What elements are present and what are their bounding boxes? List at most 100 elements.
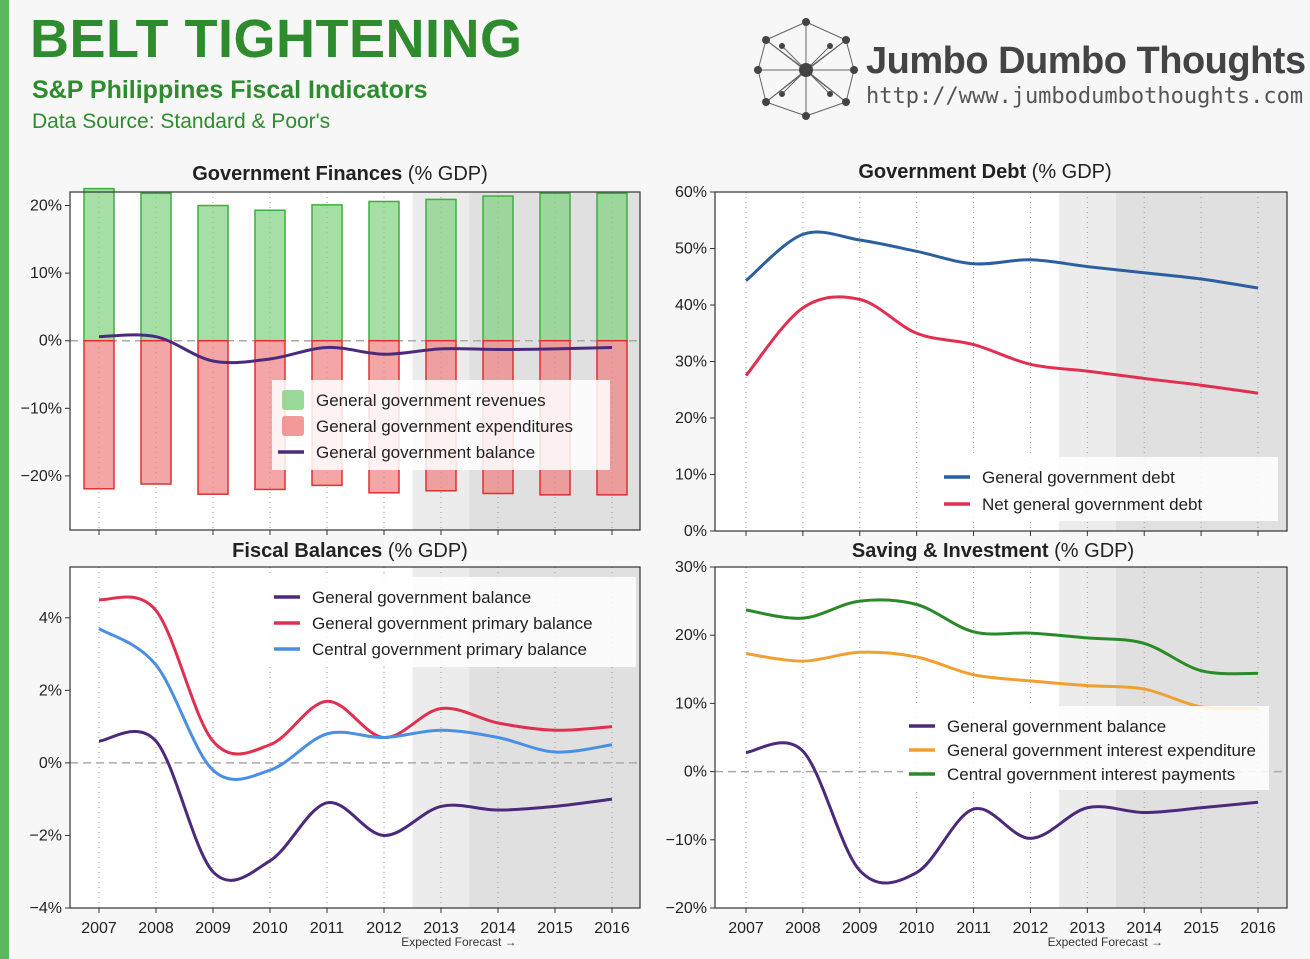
x-tick-label: 2015 — [1183, 920, 1219, 937]
bar — [596, 192, 628, 342]
legend-label: General government debt — [982, 468, 1175, 487]
x-tick-label: 2016 — [1240, 920, 1276, 937]
bar — [482, 195, 514, 342]
legend-label: General government revenues — [316, 391, 546, 410]
x-tick-label: 2009 — [195, 920, 231, 937]
plot-frame — [69, 566, 641, 909]
legend-label: General government expenditures — [316, 417, 573, 436]
x-tick-label: 2014 — [480, 920, 516, 937]
legend-label: General government balance — [312, 588, 531, 607]
series-line-2 — [745, 598, 1259, 676]
x-tick-label: 2016 — [594, 920, 630, 937]
x-tick-label: 2011 — [956, 920, 991, 937]
y-tick-label: −4% — [30, 900, 62, 917]
y-tick-label: 20% — [30, 198, 62, 215]
expected-forecast-note: Expected Forecast → — [401, 935, 516, 949]
series-line-0 — [745, 230, 1259, 290]
bar — [197, 204, 229, 342]
y-tick-label: 10% — [30, 265, 62, 282]
legend-box — [272, 380, 610, 470]
x-tick-label: 2010 — [899, 920, 935, 937]
legend-box — [938, 457, 1278, 521]
plot-frame — [714, 191, 1288, 532]
legend-label: General government primary balance — [312, 614, 593, 633]
x-tick-label: 2012 — [366, 920, 402, 937]
y-tick-label: 0% — [684, 764, 707, 781]
chart-title: Saving & Investment (% GDP) — [852, 540, 1134, 562]
y-tick-label: −10% — [21, 400, 62, 417]
brand-url[interactable]: http://www.jumbodumbothoughts.com — [866, 84, 1304, 109]
bar — [368, 200, 400, 342]
y-tick-label: 10% — [675, 467, 707, 484]
bar — [539, 192, 571, 342]
bar — [83, 187, 115, 342]
plot-frame — [714, 566, 1288, 909]
legend: General government debt Net general gover… — [938, 457, 1278, 521]
page-subtitle: S&P Philippines Fiscal Indicators — [32, 76, 428, 104]
series-line-0 — [745, 741, 1259, 885]
y-tick-label: 20% — [675, 627, 707, 644]
y-tick-label: 20% — [675, 410, 707, 427]
expected-forecast-note: Expected Forecast → — [1048, 935, 1163, 949]
x-tick-label: 2008 — [785, 920, 821, 937]
y-tick-label: 30% — [675, 354, 707, 371]
x-tick-label: 2013 — [423, 920, 459, 937]
chart-title: Government Finances (% GDP) — [192, 163, 488, 185]
y-tick-label: −2% — [30, 827, 62, 844]
bar — [254, 209, 286, 342]
bar — [197, 339, 229, 495]
y-tick-label: 0% — [39, 755, 62, 772]
y-tick-label: 60% — [675, 184, 707, 201]
legend-label: Net general government debt — [982, 495, 1202, 514]
x-tick-label: 2008 — [138, 920, 174, 937]
x-tick-label: 2010 — [252, 920, 288, 937]
x-tick-label: 2014 — [1126, 920, 1162, 937]
legend-label: General government balance — [316, 443, 535, 462]
chart-title: Government Debt (% GDP) — [858, 161, 1111, 183]
series-line-0 — [98, 729, 613, 882]
bar — [83, 339, 115, 490]
chart-balances: 4% 2% 0% −2% −4% 2007 2008 2009 2010 2011 2012 2013… — [30, 540, 641, 949]
x-tick-label: 2007 — [728, 920, 764, 937]
brand-name: Jumbo Dumbo Thoughts — [866, 40, 1306, 82]
y-tick-label: 50% — [675, 241, 707, 258]
legend: General government revenues General gover… — [272, 380, 610, 470]
y-tick-label: −10% — [666, 832, 707, 849]
y-tick-label: 2% — [39, 682, 62, 699]
data-source: Data Source: Standard & Poor's — [32, 110, 331, 133]
accent-bar — [0, 0, 9, 959]
legend: General government balance General govern… — [903, 706, 1269, 790]
x-tick-label: 2012 — [1013, 920, 1049, 937]
series-line-2 — [98, 627, 613, 781]
series-line-1 — [745, 650, 1259, 711]
y-tick-label: 30% — [675, 559, 707, 576]
legend-label: General government interest expenditure — [947, 741, 1256, 760]
plot-frame — [69, 191, 641, 531]
series-line-1 — [98, 595, 613, 756]
bar — [425, 198, 457, 342]
x-tick-label: 2009 — [842, 920, 878, 937]
legend-label: Central government primary balance — [312, 640, 587, 659]
legend-swatch — [282, 416, 304, 436]
legend-box — [903, 706, 1269, 790]
bar — [140, 192, 172, 342]
legend-label: General government balance — [947, 717, 1166, 736]
y-tick-label: 0% — [39, 333, 62, 350]
bar — [140, 339, 172, 485]
x-tick-label: 2013 — [1070, 920, 1106, 937]
y-tick-label: −20% — [666, 900, 707, 917]
chart-debt: 60% 50% 40% 30% 20% 10% 0% Government Debt (% G… — [675, 161, 1288, 540]
chart-saving: 30% 20% 10% 0% −10% −20% 2007 2008 2009 2010 2011 2… — [666, 540, 1288, 949]
legend-label: Central government interest payments — [947, 765, 1235, 784]
y-tick-label: 0% — [684, 523, 707, 540]
network-logo-icon — [754, 18, 858, 120]
chart-finances: 20% 10% 0% −10% −20% Government Finances (% G… — [21, 163, 641, 535]
series-line-2 — [98, 333, 613, 365]
legend: General government balance General govern… — [268, 577, 636, 667]
x-tick-label: 2011 — [310, 920, 345, 937]
chart-title: Fiscal Balances (% GDP) — [232, 540, 468, 562]
y-tick-label: −20% — [21, 468, 62, 485]
page-title: BELT TIGHTENING — [30, 9, 523, 69]
y-tick-label: 40% — [675, 297, 707, 314]
